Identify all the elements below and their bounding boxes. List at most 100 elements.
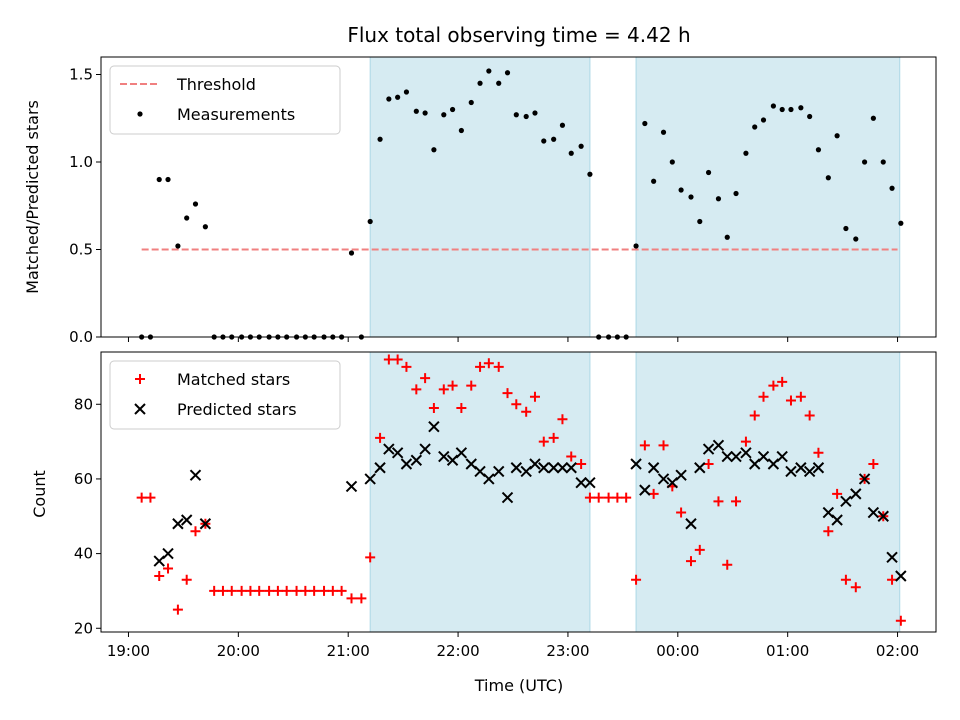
data-point [807, 113, 813, 120]
y-tick-label: 1.5 [69, 66, 93, 84]
data-point [868, 459, 879, 469]
data-point [757, 450, 770, 463]
data-point [678, 187, 684, 193]
data-point [657, 473, 670, 485]
y-axis-label-count: Count [30, 470, 49, 518]
data-point [566, 451, 577, 462]
data-point [575, 476, 587, 489]
y-tick-label: 20 [74, 619, 93, 637]
data-point [724, 234, 730, 240]
data-point [633, 243, 639, 249]
data-point [712, 439, 725, 452]
y-axis-label-ratio: Matched/Predicted stars [23, 100, 42, 294]
data-point [777, 376, 788, 387]
data-point [889, 185, 895, 191]
data-point [731, 496, 742, 507]
data-point [172, 604, 183, 615]
data-point [675, 469, 687, 481]
data-point [403, 89, 410, 95]
data-point [209, 585, 220, 596]
data-point [383, 354, 394, 365]
data-point [410, 454, 423, 466]
data-point [468, 99, 474, 106]
data-point [770, 103, 776, 109]
count-panel: 20 40 60 80 19:00 20:00 21:00 22:00 23:00 00:00 01… [74, 351, 937, 660]
data-point [568, 150, 574, 156]
data-point [383, 443, 395, 455]
x-tick-label: 01:00 [766, 642, 809, 660]
data-point [547, 462, 560, 474]
data-point [895, 570, 907, 582]
data-point [593, 492, 604, 503]
data-point [703, 459, 714, 469]
data-point [254, 585, 265, 596]
data-point [559, 122, 566, 128]
data-point [813, 447, 824, 458]
shaded-window-1 [635, 351, 901, 633]
data-point [136, 492, 147, 503]
data-point [565, 462, 577, 474]
data-point [867, 506, 880, 519]
data-point [721, 450, 733, 463]
data-point [364, 473, 376, 485]
data-point [740, 447, 752, 459]
data-point [768, 380, 779, 391]
data-point [713, 496, 724, 507]
data-point [578, 143, 584, 149]
data-point [438, 384, 449, 395]
data-point [511, 399, 522, 410]
data-point [336, 585, 347, 596]
data-point [870, 115, 876, 121]
data-point [843, 225, 849, 232]
data-point [887, 574, 898, 585]
data-point [877, 510, 889, 522]
y-tick-label: 60 [74, 470, 93, 488]
data-point [603, 492, 614, 503]
data-point [184, 215, 190, 221]
data-point [832, 488, 843, 499]
data-point [391, 447, 404, 459]
data-point [529, 391, 540, 402]
data-point [438, 450, 450, 463]
data-point [291, 585, 302, 596]
x-tick-label: 22:00 [436, 642, 479, 660]
data-point [345, 480, 358, 493]
data-point [880, 159, 886, 165]
data-point [630, 458, 642, 470]
data-point [697, 218, 703, 225]
data-point [154, 571, 165, 581]
data-point [375, 432, 386, 443]
data-point [420, 373, 431, 384]
data-point [758, 391, 769, 402]
data-point [377, 136, 383, 142]
series-matched-stars [136, 354, 906, 626]
data-point [346, 593, 357, 604]
shaded-window-1 [635, 56, 901, 338]
data-point [694, 462, 706, 474]
data-point [840, 495, 852, 508]
data-point [422, 110, 428, 116]
data-point [660, 129, 667, 135]
legend-marker [137, 111, 143, 117]
x-tick-label: 21:00 [327, 642, 370, 660]
data-point [281, 585, 292, 596]
data-point [401, 361, 412, 372]
data-point [538, 436, 549, 447]
x-tick-label: 00:00 [656, 642, 699, 660]
data-point [175, 243, 181, 249]
data-point [156, 176, 162, 183]
data-point [587, 171, 593, 177]
data-point [428, 420, 440, 433]
x-axis-label: Time (UTC) [474, 676, 563, 695]
data-point [647, 462, 660, 474]
data-point [411, 384, 422, 395]
legend-label: Matched stars [177, 370, 290, 389]
y-tick-label: 1.0 [69, 153, 93, 171]
data-point [898, 220, 904, 226]
data-point [165, 176, 171, 183]
data-point [779, 106, 785, 113]
data-point [447, 380, 458, 391]
data-point [245, 585, 256, 596]
data-point [858, 473, 871, 485]
